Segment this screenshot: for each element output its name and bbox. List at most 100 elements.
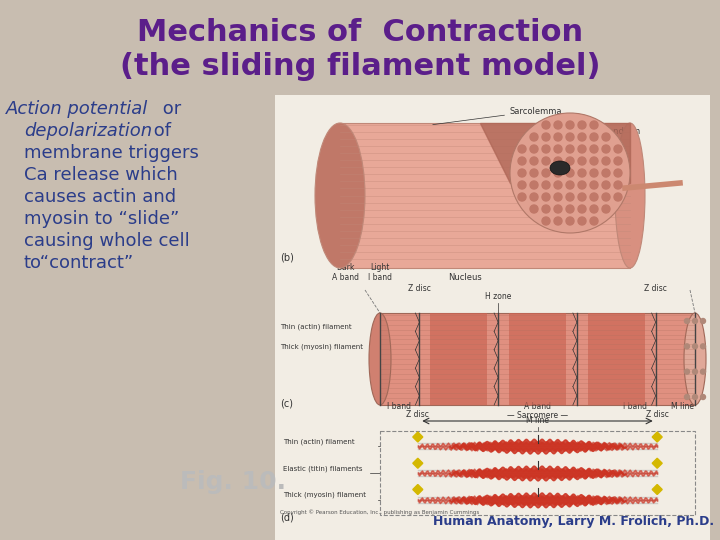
Text: Action potential: Action potential	[6, 100, 148, 118]
Text: or: or	[157, 100, 181, 118]
Circle shape	[566, 133, 574, 141]
Circle shape	[578, 193, 586, 201]
Circle shape	[566, 157, 574, 165]
Text: H zone: H zone	[485, 292, 511, 301]
Text: Mechanics of  Contraction: Mechanics of Contraction	[137, 18, 583, 47]
Text: Ca release which: Ca release which	[24, 166, 178, 184]
Ellipse shape	[615, 123, 645, 268]
Circle shape	[542, 205, 550, 213]
Circle shape	[566, 181, 574, 189]
Text: to“contract”: to“contract”	[24, 254, 134, 272]
Circle shape	[542, 121, 550, 129]
Circle shape	[542, 217, 550, 225]
Circle shape	[578, 157, 586, 165]
Circle shape	[602, 133, 610, 141]
Circle shape	[590, 121, 598, 129]
Circle shape	[554, 193, 562, 201]
Circle shape	[578, 181, 586, 189]
Circle shape	[542, 169, 550, 177]
Text: Z disc: Z disc	[408, 284, 431, 293]
Circle shape	[701, 369, 706, 374]
Circle shape	[530, 205, 538, 213]
Text: Dark
A band: Dark A band	[331, 262, 359, 282]
Polygon shape	[413, 458, 423, 468]
Polygon shape	[652, 484, 662, 495]
Text: A band: A band	[524, 402, 551, 411]
Circle shape	[518, 181, 526, 189]
Circle shape	[566, 145, 574, 153]
Circle shape	[685, 319, 690, 323]
Text: of: of	[148, 122, 171, 140]
Circle shape	[518, 169, 526, 177]
Circle shape	[566, 217, 574, 225]
Circle shape	[530, 145, 538, 153]
Circle shape	[701, 395, 706, 400]
Polygon shape	[413, 432, 423, 442]
Circle shape	[693, 369, 698, 374]
Circle shape	[554, 133, 562, 141]
Circle shape	[530, 157, 538, 165]
Text: I band: I band	[387, 402, 411, 411]
Circle shape	[518, 193, 526, 201]
Text: causes actin and: causes actin and	[24, 188, 176, 206]
Circle shape	[554, 217, 562, 225]
Circle shape	[701, 319, 706, 323]
Text: Human Anatomy, Larry M. Frolich, Ph.D.: Human Anatomy, Larry M. Frolich, Ph.D.	[433, 515, 714, 528]
Circle shape	[554, 145, 562, 153]
Ellipse shape	[510, 113, 630, 233]
Circle shape	[578, 145, 586, 153]
Text: Myofibril: Myofibril	[600, 148, 636, 183]
Circle shape	[693, 395, 698, 400]
Circle shape	[590, 217, 598, 225]
Circle shape	[554, 169, 562, 177]
Text: I band: I band	[623, 402, 647, 411]
Text: Z disc: Z disc	[406, 410, 429, 419]
Polygon shape	[652, 458, 662, 468]
Circle shape	[590, 157, 598, 165]
Text: — Sarcomere —: — Sarcomere —	[507, 411, 568, 420]
Circle shape	[614, 193, 622, 201]
Circle shape	[693, 319, 698, 323]
Circle shape	[614, 157, 622, 165]
Circle shape	[614, 181, 622, 189]
Circle shape	[566, 169, 574, 177]
Bar	[588, 313, 644, 405]
Circle shape	[614, 169, 622, 177]
Bar	[380, 431, 695, 515]
Circle shape	[693, 344, 698, 349]
Circle shape	[578, 133, 586, 141]
Circle shape	[554, 121, 562, 129]
Circle shape	[685, 369, 690, 374]
Circle shape	[578, 205, 586, 213]
Polygon shape	[652, 432, 662, 442]
Ellipse shape	[684, 313, 706, 405]
Text: Nucleus: Nucleus	[448, 273, 482, 282]
Circle shape	[578, 121, 586, 129]
Circle shape	[542, 181, 550, 189]
Circle shape	[590, 193, 598, 201]
Text: Z disc: Z disc	[644, 284, 667, 293]
Circle shape	[518, 145, 526, 153]
Circle shape	[590, 205, 598, 213]
Circle shape	[614, 145, 622, 153]
Text: myosin to “slide”: myosin to “slide”	[24, 210, 179, 228]
Circle shape	[590, 133, 598, 141]
Text: Thin (actin) filament: Thin (actin) filament	[283, 438, 355, 444]
Circle shape	[602, 181, 610, 189]
Circle shape	[542, 193, 550, 201]
Text: Copyright © Pearson Education, Inc., publishing as Benjamin Cummings: Copyright © Pearson Education, Inc., pub…	[280, 509, 480, 515]
Circle shape	[685, 344, 690, 349]
Circle shape	[701, 344, 706, 349]
Circle shape	[530, 169, 538, 177]
Circle shape	[566, 205, 574, 213]
Ellipse shape	[315, 123, 365, 268]
Circle shape	[578, 217, 586, 225]
Polygon shape	[480, 123, 630, 183]
Circle shape	[685, 395, 690, 400]
Circle shape	[602, 145, 610, 153]
Text: Z disc: Z disc	[646, 410, 669, 419]
Text: membrane triggers: membrane triggers	[24, 144, 199, 162]
Ellipse shape	[369, 313, 391, 405]
Bar	[509, 313, 566, 405]
Text: Fig. 10.: Fig. 10.	[180, 470, 286, 494]
